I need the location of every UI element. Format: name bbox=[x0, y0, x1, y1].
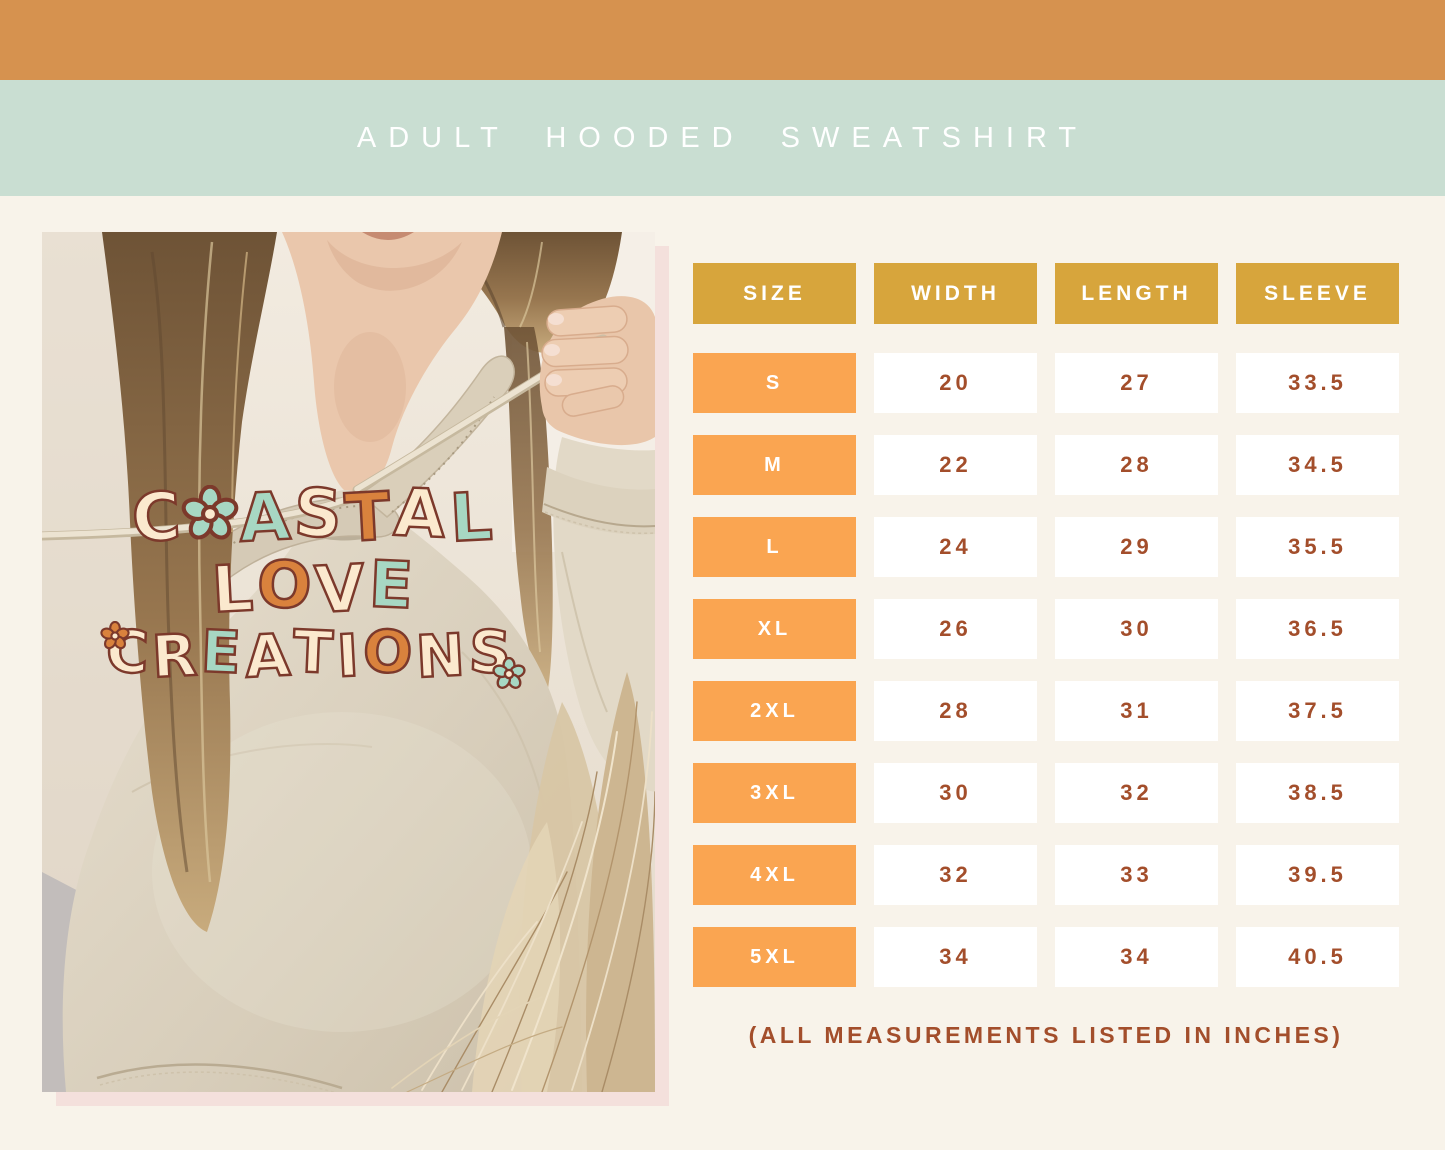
page-title: ADULT HOODED SWEATSHIRT bbox=[356, 121, 1089, 154]
design-text: C ASTAL LOVE CREATIONS bbox=[42, 473, 590, 693]
hoodie-body bbox=[62, 490, 583, 1092]
flower-icon bbox=[492, 656, 526, 691]
design-letter: T bbox=[291, 616, 336, 688]
hair-left bbox=[102, 232, 277, 932]
design-letter: A bbox=[236, 476, 294, 558]
width-cell: 26 bbox=[874, 599, 1037, 659]
top-accent-bar bbox=[0, 0, 1445, 80]
design-line: LOVE bbox=[42, 546, 590, 629]
length-cell: 33 bbox=[1055, 845, 1218, 905]
sleeve-cell: 40.5 bbox=[1236, 927, 1399, 987]
hand bbox=[539, 296, 655, 446]
sleeve-cell: 35.5 bbox=[1236, 517, 1399, 577]
design-letter: E bbox=[198, 616, 243, 688]
width-cell: 32 bbox=[874, 845, 1037, 905]
width-cell: 34 bbox=[874, 927, 1037, 987]
sleeve-cell: 34.5 bbox=[1236, 435, 1399, 495]
length-cell: 31 bbox=[1055, 681, 1218, 741]
design-letter: S bbox=[291, 473, 344, 555]
length-cell: 32 bbox=[1055, 763, 1218, 823]
design-letter: R bbox=[149, 620, 200, 693]
header-cell-width: WIDTH bbox=[874, 263, 1037, 324]
width-cell: 30 bbox=[874, 763, 1037, 823]
sleeve-cell: 33.5 bbox=[1236, 353, 1399, 413]
length-cell: 34 bbox=[1055, 927, 1218, 987]
length-cell: 28 bbox=[1055, 435, 1218, 495]
table-header-row: SIZE WIDTH LENGTH SLEEVE bbox=[693, 263, 1399, 324]
width-cell: 22 bbox=[874, 435, 1037, 495]
pocket-seam bbox=[96, 1063, 343, 1092]
title-band: ADULT HOODED SWEATSHIRT bbox=[0, 80, 1445, 196]
design-letter: E bbox=[366, 546, 415, 624]
header-cell-length: LENGTH bbox=[1055, 263, 1218, 324]
product-photo: C ASTAL LOVE CREATIONS bbox=[42, 232, 655, 1092]
design-letter: O bbox=[360, 616, 415, 689]
sleeve-cell: 39.5 bbox=[1236, 845, 1399, 905]
design-letter: N bbox=[413, 620, 468, 693]
size-cell: M bbox=[693, 435, 856, 495]
units-note: (ALL MEASUREMENTS LISTED IN INCHES) bbox=[748, 1022, 1344, 1048]
flower-icon bbox=[100, 620, 130, 651]
design-letter: O bbox=[254, 546, 314, 625]
design-line: C ASTAL bbox=[42, 473, 590, 559]
width-cell: 24 bbox=[874, 517, 1037, 577]
design-letter: A bbox=[392, 473, 449, 555]
length-cell: 27 bbox=[1055, 353, 1218, 413]
lips bbox=[362, 232, 414, 240]
flower-icon bbox=[181, 484, 239, 543]
length-cell: 29 bbox=[1055, 517, 1218, 577]
product-photo-illustration bbox=[42, 232, 655, 1092]
design-letter: V bbox=[312, 550, 368, 629]
sleeve-cell: 38.5 bbox=[1236, 763, 1399, 823]
sleeve-cell: 36.5 bbox=[1236, 599, 1399, 659]
table-body: S 20 27 33.5 M 22 28 34.5 L 24 29 35.5 XL 26 30 36.5 2XL… bbox=[693, 353, 1399, 987]
size-cell: 3XL bbox=[693, 763, 856, 823]
size-cell: L bbox=[693, 517, 856, 577]
header-cell-size: SIZE bbox=[693, 263, 856, 324]
size-cell: 2XL bbox=[693, 681, 856, 741]
size-table: SIZE WIDTH LENGTH SLEEVE S 20 27 33.5 M 22 28 34.5… bbox=[693, 263, 1399, 987]
design-letter: L bbox=[209, 550, 256, 629]
width-cell: 28 bbox=[874, 681, 1037, 741]
design-letter: I bbox=[334, 620, 362, 692]
design-letter: L bbox=[446, 477, 495, 559]
length-cell: 30 bbox=[1055, 599, 1218, 659]
face-and-neck bbox=[282, 232, 502, 494]
design-letter: T bbox=[342, 477, 393, 559]
size-cell: S bbox=[693, 353, 856, 413]
size-cell: XL bbox=[693, 599, 856, 659]
width-cell: 20 bbox=[874, 353, 1037, 413]
sleeve-cell: 37.5 bbox=[1236, 681, 1399, 741]
design-letter: C bbox=[129, 477, 184, 559]
design-line: CREATIONS bbox=[42, 616, 590, 693]
pampas-grass bbox=[391, 672, 655, 1092]
design-letter: A bbox=[242, 620, 293, 693]
size-cell: 5XL bbox=[693, 927, 856, 987]
size-cell: 4XL bbox=[693, 845, 856, 905]
header-cell-sleeve: SLEEVE bbox=[1236, 263, 1399, 324]
